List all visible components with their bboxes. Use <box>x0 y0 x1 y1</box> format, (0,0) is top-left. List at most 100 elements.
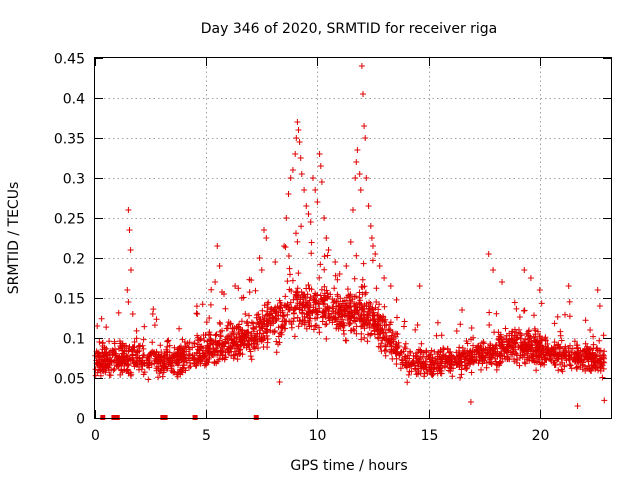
data-point <box>235 285 242 292</box>
data-point <box>574 344 581 351</box>
data-point <box>558 337 565 344</box>
x-tick-label: 20 <box>532 428 550 444</box>
data-point <box>214 351 221 358</box>
data-point <box>468 336 474 343</box>
data-point <box>314 314 320 321</box>
axis-ticks <box>95 58 611 419</box>
data-point <box>375 316 382 323</box>
data-point <box>289 277 296 284</box>
data-point <box>103 324 110 331</box>
data-point <box>394 344 401 351</box>
data-point <box>404 379 411 386</box>
data-point <box>330 307 337 314</box>
data-point <box>148 352 155 359</box>
data-point <box>533 344 540 351</box>
data-point <box>526 357 533 364</box>
data-point <box>457 358 464 365</box>
data-point <box>382 322 389 329</box>
data-point <box>207 301 214 308</box>
data-point <box>293 230 299 237</box>
data-point <box>345 292 352 299</box>
data-point <box>222 336 229 343</box>
data-point <box>129 354 136 361</box>
data-point <box>100 352 107 359</box>
data-point <box>318 286 325 293</box>
data-point <box>498 341 505 348</box>
data-point <box>278 323 284 330</box>
y-tick-label: 0.1 <box>63 332 85 348</box>
data-point <box>127 247 134 253</box>
data-point <box>268 320 275 326</box>
data-point <box>323 235 330 241</box>
data-point <box>239 334 246 341</box>
data-point <box>163 365 170 372</box>
data-point <box>581 346 588 353</box>
data-point <box>359 276 366 283</box>
data-point <box>92 372 99 379</box>
data-point <box>261 227 267 233</box>
data-point <box>594 364 601 371</box>
data-point <box>335 314 342 321</box>
data-point <box>359 291 366 298</box>
data-point <box>389 329 396 335</box>
data-point <box>219 347 226 354</box>
data-point <box>250 326 257 333</box>
data-point <box>346 308 353 315</box>
data-point <box>487 342 494 349</box>
data-point <box>161 357 168 364</box>
data-point <box>306 285 313 292</box>
data-point <box>438 332 445 339</box>
data-point <box>569 345 576 352</box>
data-point <box>353 293 359 300</box>
data-point <box>216 263 223 269</box>
data-point <box>459 307 465 313</box>
data-point <box>535 328 541 335</box>
data-point <box>284 278 291 285</box>
data-point <box>268 306 275 313</box>
data-point <box>470 342 477 349</box>
data-point <box>329 296 336 303</box>
x-tick-label: 5 <box>202 428 211 444</box>
data-point <box>378 340 385 347</box>
data-point <box>484 349 491 356</box>
data-point <box>328 310 335 317</box>
data-point <box>551 320 558 327</box>
data-point <box>587 345 594 352</box>
data-point <box>303 203 310 209</box>
data-point <box>191 360 198 367</box>
data-point <box>317 163 324 169</box>
data-point <box>291 315 297 322</box>
data-point <box>231 338 238 345</box>
data-point <box>549 347 555 354</box>
data-point <box>253 314 260 321</box>
data-point <box>416 283 423 289</box>
data-point <box>338 311 345 318</box>
data-point <box>490 267 497 273</box>
data-point <box>307 219 314 225</box>
data-point <box>301 293 308 300</box>
data-point <box>574 351 581 358</box>
data-point <box>433 332 440 339</box>
data-point <box>191 340 198 347</box>
data-point <box>152 353 159 360</box>
data-point <box>557 328 564 335</box>
data-point <box>227 346 234 353</box>
data-point <box>557 361 564 368</box>
data-point <box>321 215 328 221</box>
data-point <box>455 347 462 354</box>
data-point <box>340 327 347 334</box>
data-point <box>344 286 351 293</box>
data-point <box>288 321 295 328</box>
data-point <box>248 356 255 363</box>
data-point <box>194 343 201 350</box>
data-point <box>554 342 560 349</box>
data-point <box>419 361 426 367</box>
data-point <box>342 337 349 344</box>
data-point <box>281 325 288 332</box>
data-point <box>354 147 361 153</box>
data-point <box>538 300 545 307</box>
data-point <box>558 366 565 373</box>
data-point <box>298 320 305 327</box>
data-point <box>125 348 132 355</box>
data-point <box>361 308 368 315</box>
